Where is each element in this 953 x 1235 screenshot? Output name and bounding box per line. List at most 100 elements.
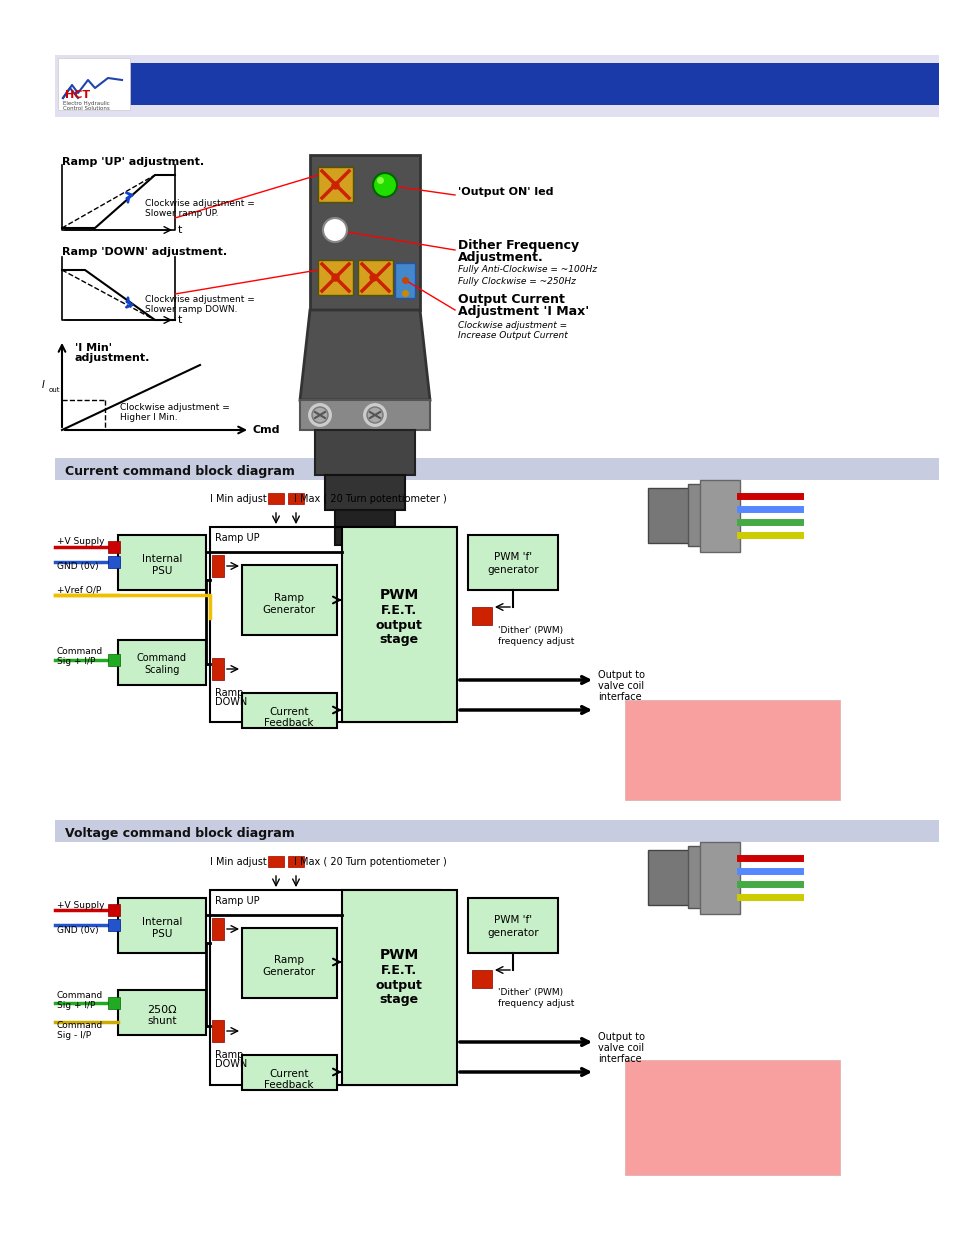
- Bar: [317, 167, 353, 203]
- Text: Voltage command block diagram: Voltage command block diagram: [65, 826, 294, 840]
- Bar: [210, 890, 439, 1086]
- Text: 'Dither' (PWM): 'Dither' (PWM): [497, 988, 562, 998]
- Text: +V Supply: +V Supply: [57, 537, 105, 547]
- Text: Sig + I/P: Sig + I/P: [57, 657, 95, 667]
- Text: Command: Command: [57, 1020, 103, 1030]
- Bar: [55, 458, 938, 480]
- Text: +V Supply: +V Supply: [57, 900, 105, 909]
- Bar: [242, 1055, 336, 1091]
- Bar: [108, 556, 120, 568]
- Text: Ramp UP: Ramp UP: [214, 534, 259, 543]
- Bar: [317, 167, 353, 203]
- Text: Fully Clockwise = ~250Hz: Fully Clockwise = ~250Hz: [457, 277, 576, 285]
- Text: F.E.T.: F.E.T.: [380, 604, 416, 616]
- Text: Command: Command: [57, 992, 103, 1000]
- Text: DOWN: DOWN: [214, 697, 247, 706]
- Bar: [341, 527, 456, 722]
- Text: Clockwise adjustment =: Clockwise adjustment =: [145, 295, 254, 305]
- Text: GND (0v): GND (0v): [57, 925, 98, 935]
- Bar: [212, 658, 224, 680]
- Bar: [335, 510, 395, 545]
- Text: Ramp 'UP' adjustment.: Ramp 'UP' adjustment.: [62, 157, 204, 167]
- Bar: [647, 850, 722, 905]
- Bar: [55, 56, 938, 117]
- Bar: [118, 898, 206, 953]
- Bar: [317, 167, 353, 203]
- Text: Internal
PSU: Internal PSU: [142, 918, 182, 939]
- Bar: [687, 846, 738, 908]
- Bar: [700, 842, 740, 914]
- Text: I Max ( 20 Turn potentiometer ): I Max ( 20 Turn potentiometer ): [294, 857, 446, 867]
- Text: Internal
PSU: Internal PSU: [142, 555, 182, 576]
- Text: out: out: [49, 387, 60, 393]
- Text: Sig - I/P: Sig - I/P: [57, 1030, 91, 1040]
- Text: Adjustment 'I Max': Adjustment 'I Max': [457, 305, 589, 319]
- Text: output: output: [375, 619, 422, 631]
- Text: Feedback: Feedback: [264, 718, 314, 727]
- Text: stage: stage: [379, 993, 418, 1007]
- Text: Dither Frequency: Dither Frequency: [457, 238, 578, 252]
- Bar: [58, 58, 130, 110]
- Text: Slower ramp DOWN.: Slower ramp DOWN.: [145, 305, 237, 315]
- Bar: [288, 493, 304, 504]
- Text: F.E.T.: F.E.T.: [380, 963, 416, 977]
- Text: I Min adjust: I Min adjust: [210, 494, 267, 504]
- Text: PWM 'f': PWM 'f': [494, 915, 532, 925]
- Text: Output to: Output to: [598, 1032, 644, 1042]
- Text: I Max ( 20 Turn potentiometer ): I Max ( 20 Turn potentiometer ): [294, 494, 446, 504]
- Bar: [472, 606, 492, 625]
- Bar: [468, 535, 558, 590]
- Text: frequency adjust: frequency adjust: [497, 999, 574, 1009]
- Text: Ramp UP: Ramp UP: [214, 897, 259, 906]
- Text: Increase Output Current: Increase Output Current: [457, 331, 567, 341]
- Text: 250Ω: 250Ω: [147, 1005, 176, 1015]
- Bar: [624, 700, 840, 800]
- Bar: [108, 919, 120, 931]
- Text: t: t: [178, 225, 182, 235]
- Bar: [118, 990, 206, 1035]
- Bar: [395, 263, 415, 298]
- Bar: [624, 1060, 840, 1174]
- Bar: [118, 535, 206, 590]
- Bar: [242, 693, 336, 727]
- Text: Output Current: Output Current: [457, 294, 564, 306]
- Bar: [310, 156, 419, 310]
- Text: Command
Scaling: Command Scaling: [137, 653, 187, 674]
- Bar: [210, 527, 439, 722]
- Bar: [268, 493, 284, 504]
- Text: Sig + I/P: Sig + I/P: [57, 1002, 95, 1010]
- Bar: [647, 488, 722, 543]
- Text: t: t: [178, 315, 182, 325]
- Bar: [325, 475, 405, 510]
- Bar: [108, 997, 120, 1009]
- Text: Current: Current: [269, 706, 309, 718]
- Text: 'Output ON' led: 'Output ON' led: [457, 186, 553, 198]
- Text: Current: Current: [269, 1070, 309, 1079]
- Text: adjustment.: adjustment.: [75, 353, 151, 363]
- Text: generator: generator: [487, 564, 538, 576]
- Bar: [299, 400, 430, 430]
- Circle shape: [307, 403, 333, 429]
- Text: I Min adjust: I Min adjust: [210, 857, 267, 867]
- Bar: [108, 655, 120, 666]
- Text: I: I: [42, 380, 45, 390]
- Bar: [314, 430, 415, 475]
- Text: valve coil: valve coil: [598, 1044, 643, 1053]
- Circle shape: [323, 219, 347, 242]
- Text: Ramp: Ramp: [214, 1050, 243, 1060]
- Bar: [242, 564, 336, 635]
- Text: HCT: HCT: [65, 90, 90, 100]
- Text: DOWN: DOWN: [214, 1058, 247, 1070]
- Bar: [212, 555, 224, 577]
- Bar: [268, 856, 284, 867]
- Bar: [341, 890, 456, 1086]
- Bar: [700, 480, 740, 552]
- Text: +Vref O/P: +Vref O/P: [57, 585, 101, 594]
- Bar: [108, 541, 120, 553]
- Circle shape: [373, 173, 396, 198]
- Text: frequency adjust: frequency adjust: [497, 636, 574, 646]
- Text: output: output: [375, 978, 422, 992]
- Bar: [212, 1020, 224, 1042]
- Text: Clockwise adjustment =: Clockwise adjustment =: [120, 404, 230, 412]
- Polygon shape: [299, 310, 430, 400]
